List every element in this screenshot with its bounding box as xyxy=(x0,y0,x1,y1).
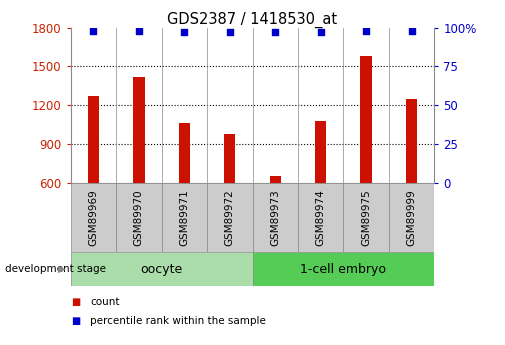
Point xyxy=(135,28,143,33)
Bar xyxy=(224,134,235,183)
Text: GSM89970: GSM89970 xyxy=(134,189,144,246)
Text: percentile rank within the sample: percentile rank within the sample xyxy=(90,316,266,326)
Bar xyxy=(343,183,389,252)
Bar xyxy=(207,183,252,252)
Text: GSM89971: GSM89971 xyxy=(179,189,189,246)
Bar xyxy=(406,99,417,183)
Bar xyxy=(71,252,252,286)
Bar xyxy=(179,124,190,183)
Text: count: count xyxy=(90,297,119,307)
Text: oocyte: oocyte xyxy=(140,263,183,276)
Text: GSM89969: GSM89969 xyxy=(88,189,98,246)
Point xyxy=(226,29,234,35)
Point xyxy=(362,28,370,33)
Point xyxy=(408,28,416,33)
Text: ▶: ▶ xyxy=(58,264,66,274)
Text: GSM89974: GSM89974 xyxy=(316,189,326,246)
Text: GSM89999: GSM89999 xyxy=(407,189,417,246)
Bar xyxy=(116,183,162,252)
Bar xyxy=(361,56,372,183)
Title: GDS2387 / 1418530_at: GDS2387 / 1418530_at xyxy=(168,11,337,28)
Bar xyxy=(71,183,116,252)
Text: GSM89975: GSM89975 xyxy=(361,189,371,246)
Text: GSM89973: GSM89973 xyxy=(270,189,280,246)
Bar xyxy=(133,77,144,183)
Bar xyxy=(389,183,434,252)
Point xyxy=(317,29,325,35)
Bar xyxy=(298,183,343,252)
Point xyxy=(271,29,279,35)
Text: 1-cell embryo: 1-cell embryo xyxy=(300,263,386,276)
Bar xyxy=(315,121,326,183)
Bar xyxy=(252,252,434,286)
Point xyxy=(89,28,97,33)
Text: ■: ■ xyxy=(71,297,80,307)
Bar xyxy=(252,183,298,252)
Bar xyxy=(162,183,207,252)
Text: ■: ■ xyxy=(71,316,80,326)
Bar xyxy=(270,176,281,183)
Bar xyxy=(88,96,99,183)
Text: development stage: development stage xyxy=(5,264,106,274)
Point xyxy=(180,29,188,35)
Text: GSM89972: GSM89972 xyxy=(225,189,235,246)
